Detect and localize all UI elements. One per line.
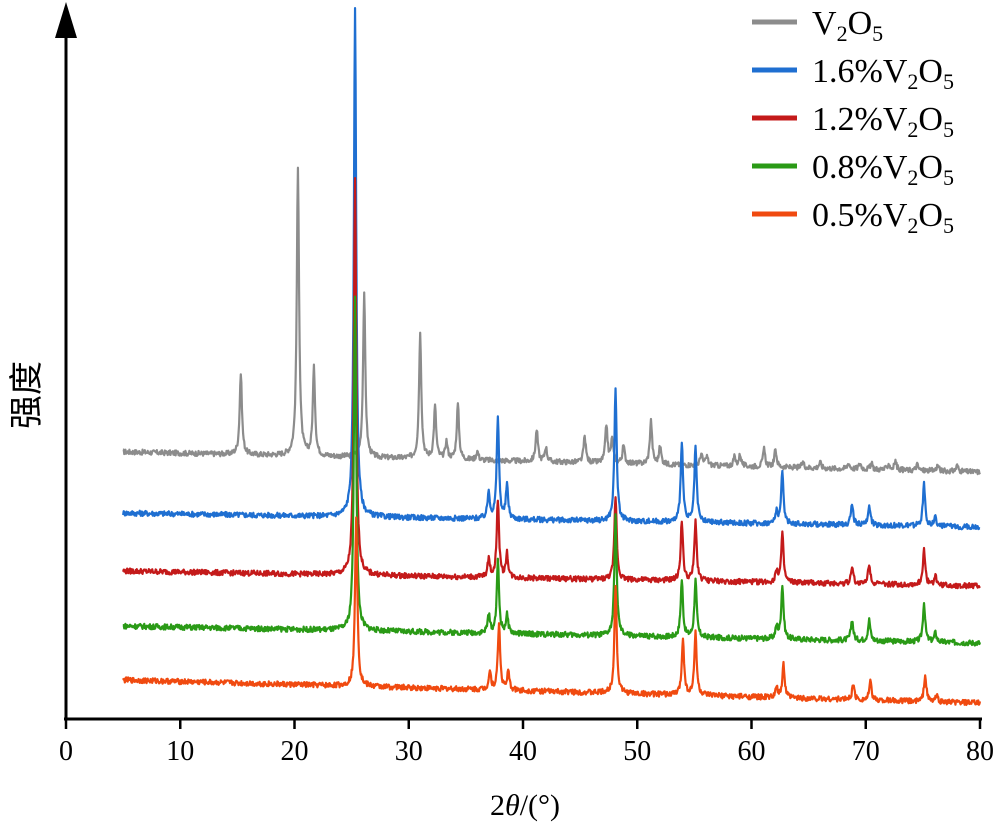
x-tick-label-0: 0 [59, 736, 73, 767]
x-tick-label-1: 10 [166, 736, 194, 767]
x-axis-ticks: 0 10 20 30 40 50 60 70 80 [59, 719, 994, 767]
y-axis-arrow [55, 2, 77, 38]
legend-label-4: 0.5%V2O5 [812, 197, 954, 238]
plot-area [122, 7, 982, 707]
series-line-4 [122, 516, 982, 707]
series-line-2 [122, 176, 981, 590]
x-tick-label-7: 70 [852, 736, 880, 767]
series-line-1 [122, 7, 981, 531]
legend-label-1: 1.6%V2O5 [812, 53, 954, 94]
series-line-3 [122, 295, 982, 647]
x-tick-label-8: 80 [966, 736, 994, 767]
y-axis-title: 强度 [7, 361, 47, 429]
legend-label-3: 0.8%V2O5 [812, 149, 954, 190]
x-axis-title: 2θ/(°) [490, 789, 560, 822]
x-tick-label-5: 50 [623, 736, 651, 767]
legend-label-0: V2O5 [812, 5, 883, 46]
x-tick-label-2: 20 [281, 736, 309, 767]
legend: V2O5 1.6%V2O5 1.2%V2O5 0.8%V2O5 0.5%V2O5 [752, 5, 954, 238]
series-line-0 [122, 166, 981, 476]
x-tick-label-6: 60 [738, 736, 766, 767]
x-tick-label-3: 30 [395, 736, 423, 767]
x-tick-label-4: 40 [509, 736, 537, 767]
legend-label-2: 1.2%V2O5 [812, 101, 954, 142]
